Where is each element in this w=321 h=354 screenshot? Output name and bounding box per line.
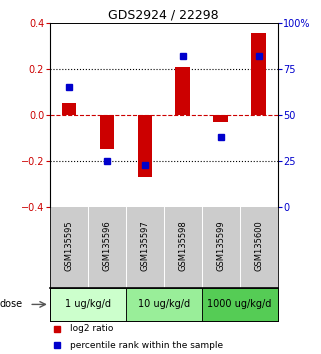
Text: 1 ug/kg/d: 1 ug/kg/d — [65, 299, 111, 309]
Bar — [213, 115, 228, 122]
Text: 1000 ug/kg/d: 1000 ug/kg/d — [207, 299, 272, 309]
Text: 10 ug/kg/d: 10 ug/kg/d — [138, 299, 190, 309]
Bar — [126, 288, 202, 321]
Bar — [137, 115, 152, 177]
Bar — [62, 103, 76, 115]
Title: GDS2924 / 22298: GDS2924 / 22298 — [108, 9, 219, 22]
Text: log2 ratio: log2 ratio — [70, 324, 114, 333]
Text: percentile rank within the sample: percentile rank within the sample — [70, 341, 223, 350]
Bar — [50, 288, 126, 321]
Bar — [176, 67, 190, 115]
Text: GSM135595: GSM135595 — [64, 221, 73, 271]
Text: GSM135596: GSM135596 — [102, 221, 111, 271]
Text: GSM135599: GSM135599 — [216, 221, 225, 271]
Text: GSM135598: GSM135598 — [178, 221, 187, 271]
Bar — [202, 288, 278, 321]
Text: dose: dose — [0, 299, 22, 309]
Bar — [100, 115, 114, 149]
Text: GSM135600: GSM135600 — [254, 221, 263, 271]
Bar — [251, 33, 266, 115]
Text: GSM135597: GSM135597 — [140, 221, 149, 271]
